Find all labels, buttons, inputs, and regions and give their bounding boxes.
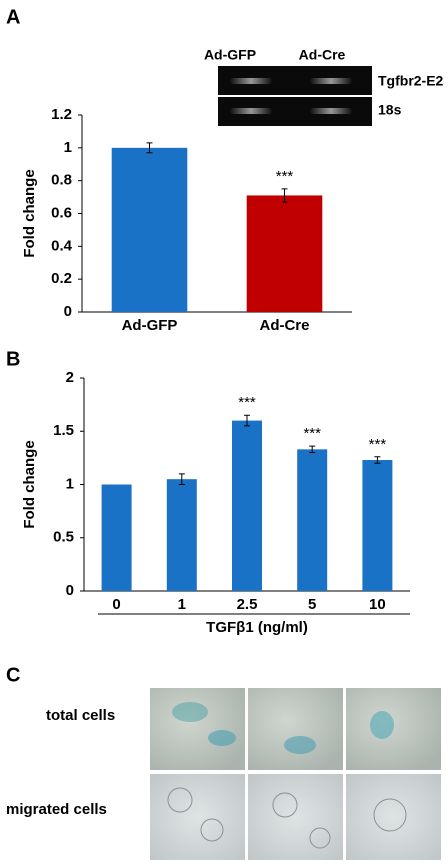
gel-band: [310, 78, 352, 84]
significance: ***: [238, 394, 256, 411]
stained-cell: [284, 736, 316, 754]
bar: [362, 460, 393, 591]
y-axis-label: Fold change: [21, 169, 38, 257]
cell: [309, 827, 331, 849]
x-axis-label: TGFβ1 (ng/ml): [206, 619, 308, 636]
panel-label: B: [6, 348, 20, 370]
x-tick-label: 10: [369, 596, 386, 613]
cell: [272, 792, 298, 818]
bar: [101, 484, 132, 591]
error-bar: [281, 188, 288, 203]
y-axis-label: Fold change: [21, 440, 38, 528]
error-bar: [309, 445, 316, 454]
panel-label: A: [6, 6, 20, 28]
x-tick-label: 0: [112, 596, 120, 613]
micrograph: [150, 774, 245, 860]
cell: [200, 818, 224, 842]
micrograph: [248, 774, 343, 860]
stained-cell: [208, 730, 236, 746]
micrograph: [248, 688, 343, 770]
bar: [166, 479, 197, 591]
gel-band: [310, 108, 352, 114]
micrograph: [150, 688, 245, 770]
y-tick-label: 0.8: [51, 172, 72, 189]
micrograph-grid: [150, 688, 441, 860]
micrograph: [346, 688, 441, 770]
y-tick-label: 2: [66, 369, 74, 386]
y-tick-label: 1: [66, 475, 74, 492]
y-tick-label: 0: [66, 582, 74, 599]
error-bar: [146, 142, 153, 154]
row-label: migrated cells: [6, 801, 107, 818]
error-bar: [374, 456, 381, 464]
error-bar: [178, 473, 185, 485]
row-label: total cells: [46, 707, 115, 724]
stained-cell: [172, 702, 208, 722]
cell: [167, 787, 193, 813]
x-tick-label: 5: [308, 596, 316, 613]
bar: [111, 147, 188, 312]
y-tick-label: 0: [64, 303, 72, 320]
y-tick-label: 0.5: [53, 529, 74, 546]
significance: ***: [303, 425, 321, 442]
y-tick-label: 1.5: [53, 422, 74, 439]
y-tick-label: 0.4: [51, 237, 73, 254]
bar: [246, 195, 323, 312]
error-bar: [244, 414, 250, 427]
y-tick-label: 1.2: [51, 106, 72, 123]
y-tick-label: 1: [64, 139, 72, 156]
x-tick-label: 1: [178, 596, 186, 613]
bar: [297, 449, 328, 591]
y-tick-label: 0.6: [51, 204, 72, 221]
y-tick-label: 0.2: [51, 270, 72, 287]
micrograph: [346, 774, 441, 860]
bar: [232, 420, 262, 591]
panel-label: C: [6, 664, 20, 686]
cell: [373, 798, 407, 832]
gel-lane-label: Ad-GFP: [204, 47, 256, 63]
significance: ***: [369, 436, 387, 453]
x-tick-label: Ad-GFP: [122, 317, 178, 334]
gel-band: [230, 78, 272, 84]
significance: ***: [276, 168, 294, 185]
gel-band: [230, 108, 272, 114]
x-tick-label: 2.5: [237, 596, 258, 613]
stained-cell: [370, 711, 394, 739]
gel-lane-label: Ad-Cre: [299, 47, 346, 63]
x-tick-label: Ad-Cre: [259, 317, 309, 334]
gel-band-label: Tgfbr2-E2: [378, 73, 444, 89]
gel-band-label: 18s: [378, 102, 402, 118]
